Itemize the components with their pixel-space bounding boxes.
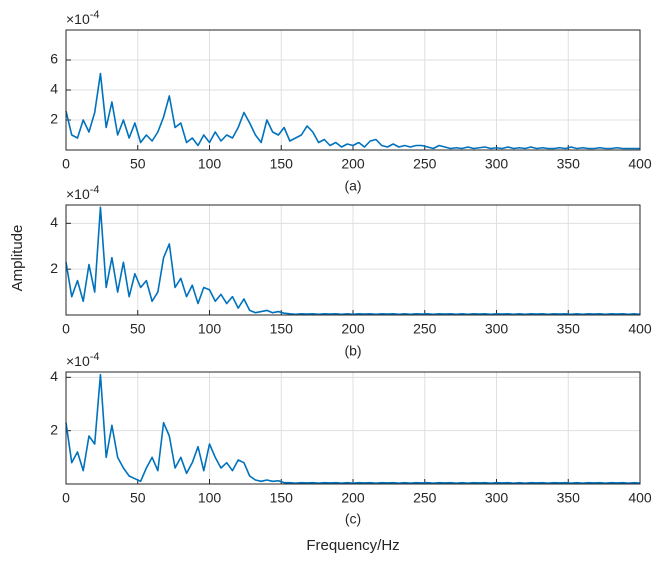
y-tick-label: 4 bbox=[50, 214, 58, 230]
x-tick-label: 100 bbox=[198, 156, 222, 172]
y-exponent: ×10-4 bbox=[66, 351, 100, 369]
y-tick-label: 2 bbox=[50, 421, 58, 437]
x-tick-label: 250 bbox=[413, 156, 437, 172]
x-tick-label: 100 bbox=[198, 490, 222, 506]
y-axis-label: Amplitude bbox=[9, 225, 26, 292]
x-tick-label: 50 bbox=[130, 321, 146, 337]
exponent-power: -4 bbox=[90, 184, 100, 196]
x-tick-label: 350 bbox=[557, 490, 581, 506]
panel-caption: (b) bbox=[344, 343, 361, 359]
x-tick-label: 300 bbox=[485, 321, 509, 337]
x-tick-label: 200 bbox=[341, 321, 365, 337]
spectrum-line bbox=[65, 373, 641, 484]
x-tick-label: 400 bbox=[628, 321, 652, 337]
plot-frame bbox=[65, 371, 641, 485]
x-tick-label: 0 bbox=[62, 156, 70, 172]
y-exponent: ×10-4 bbox=[66, 184, 100, 202]
y-tick-label: 4 bbox=[50, 81, 58, 97]
panel-caption: (c) bbox=[345, 511, 361, 527]
y-tick-label: 2 bbox=[50, 111, 58, 127]
x-tick-label: 50 bbox=[130, 490, 146, 506]
x-tick-label: 50 bbox=[130, 156, 146, 172]
x-tick-label: 400 bbox=[628, 490, 652, 506]
exponent-base: ×10 bbox=[66, 186, 90, 202]
x-tick-label: 0 bbox=[62, 490, 70, 506]
x-tick-label: 150 bbox=[270, 321, 294, 337]
x-tick-label: 150 bbox=[270, 156, 294, 172]
x-tick-label: 200 bbox=[341, 490, 365, 506]
x-tick-label: 250 bbox=[413, 490, 437, 506]
spectrum-line bbox=[65, 72, 640, 150]
x-tick-label: 350 bbox=[557, 321, 581, 337]
x-tick-label: 350 bbox=[557, 156, 581, 172]
plot-frame bbox=[65, 29, 641, 151]
x-tick-label: 400 bbox=[628, 156, 652, 172]
plot-frame bbox=[65, 204, 641, 316]
exponent-power: -4 bbox=[90, 9, 100, 21]
spectrum-line bbox=[65, 206, 641, 316]
panel-caption: (a) bbox=[344, 178, 361, 194]
x-tick-label: 200 bbox=[341, 156, 365, 172]
x-axis-label: Frequency/Hz bbox=[306, 537, 399, 554]
y-tick-label: 2 bbox=[50, 260, 58, 276]
x-tick-label: 100 bbox=[198, 321, 222, 337]
y-tick-label: 6 bbox=[50, 51, 58, 67]
x-tick-label: 300 bbox=[485, 156, 509, 172]
exponent-base: ×10 bbox=[66, 11, 90, 27]
x-tick-label: 300 bbox=[485, 490, 509, 506]
x-tick-label: 150 bbox=[270, 490, 294, 506]
exponent-power: -4 bbox=[90, 351, 100, 363]
exponent-base: ×10 bbox=[66, 353, 90, 369]
y-tick-label: 4 bbox=[50, 368, 58, 384]
x-tick-label: 250 bbox=[413, 321, 437, 337]
y-exponent: ×10-4 bbox=[66, 9, 100, 27]
x-tick-label: 0 bbox=[62, 321, 70, 337]
